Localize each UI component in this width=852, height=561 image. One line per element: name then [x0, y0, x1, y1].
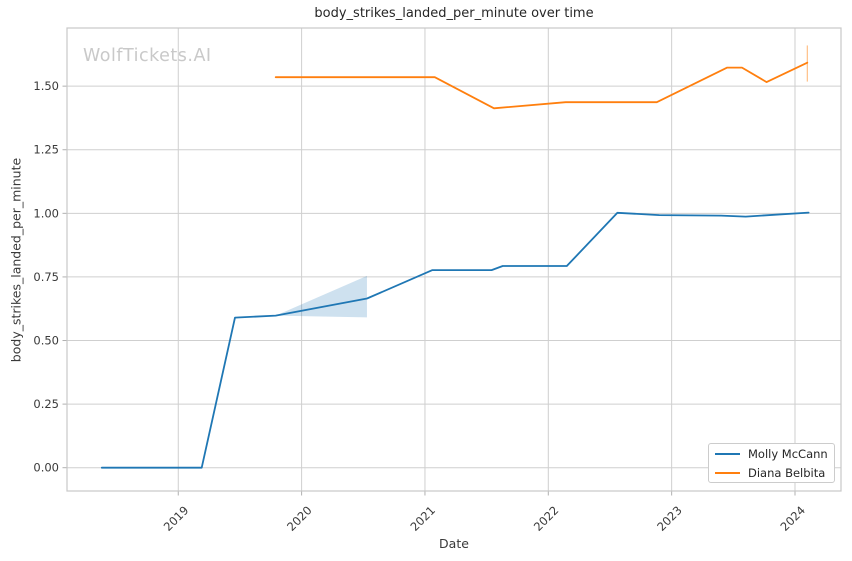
x-tick-label: 2024: [778, 503, 809, 534]
legend: Molly McCann Diana Belbita: [708, 443, 835, 483]
watermark-logo: WolfTickets.AI: [83, 46, 212, 66]
series-line-diana-belbita: [274, 61, 809, 110]
chart-title: body_strikes_landed_per_minute over time: [314, 6, 594, 21]
x-tick-label: 2020: [284, 503, 315, 534]
y-tick-label: 1.00: [33, 206, 59, 220]
x-tick-label: 2022: [531, 503, 562, 534]
legend-item-diana-belbita: Diana Belbita: [715, 465, 828, 480]
y-axis-label: body_strikes_landed_per_minute: [8, 157, 24, 363]
legend-line-swatch-blue: [715, 452, 740, 455]
x-axis-label: Date: [439, 536, 469, 551]
confidence-band: [275, 275, 367, 318]
series-line-molly-mccann: [100, 211, 810, 469]
plot-border: [66, 27, 842, 492]
y-tick-label: 1.50: [33, 79, 59, 93]
legend-label: Diana Belbita: [748, 465, 826, 480]
legend-line-swatch-orange: [715, 471, 740, 474]
y-tick-label: 0.75: [33, 270, 59, 284]
x-tick-label: 2019: [161, 503, 192, 534]
y-tick-label: 0.00: [33, 461, 59, 475]
y-tick-label: 0.25: [33, 397, 59, 411]
y-tick-label: 0.50: [33, 334, 59, 348]
x-tick-label: 2023: [654, 503, 685, 534]
legend-item-molly-mccann: Molly McCann: [715, 446, 828, 461]
x-tick-label: 2021: [407, 503, 438, 534]
y-tick-label: 1.25: [33, 143, 59, 157]
legend-label: Molly McCann: [748, 446, 828, 461]
